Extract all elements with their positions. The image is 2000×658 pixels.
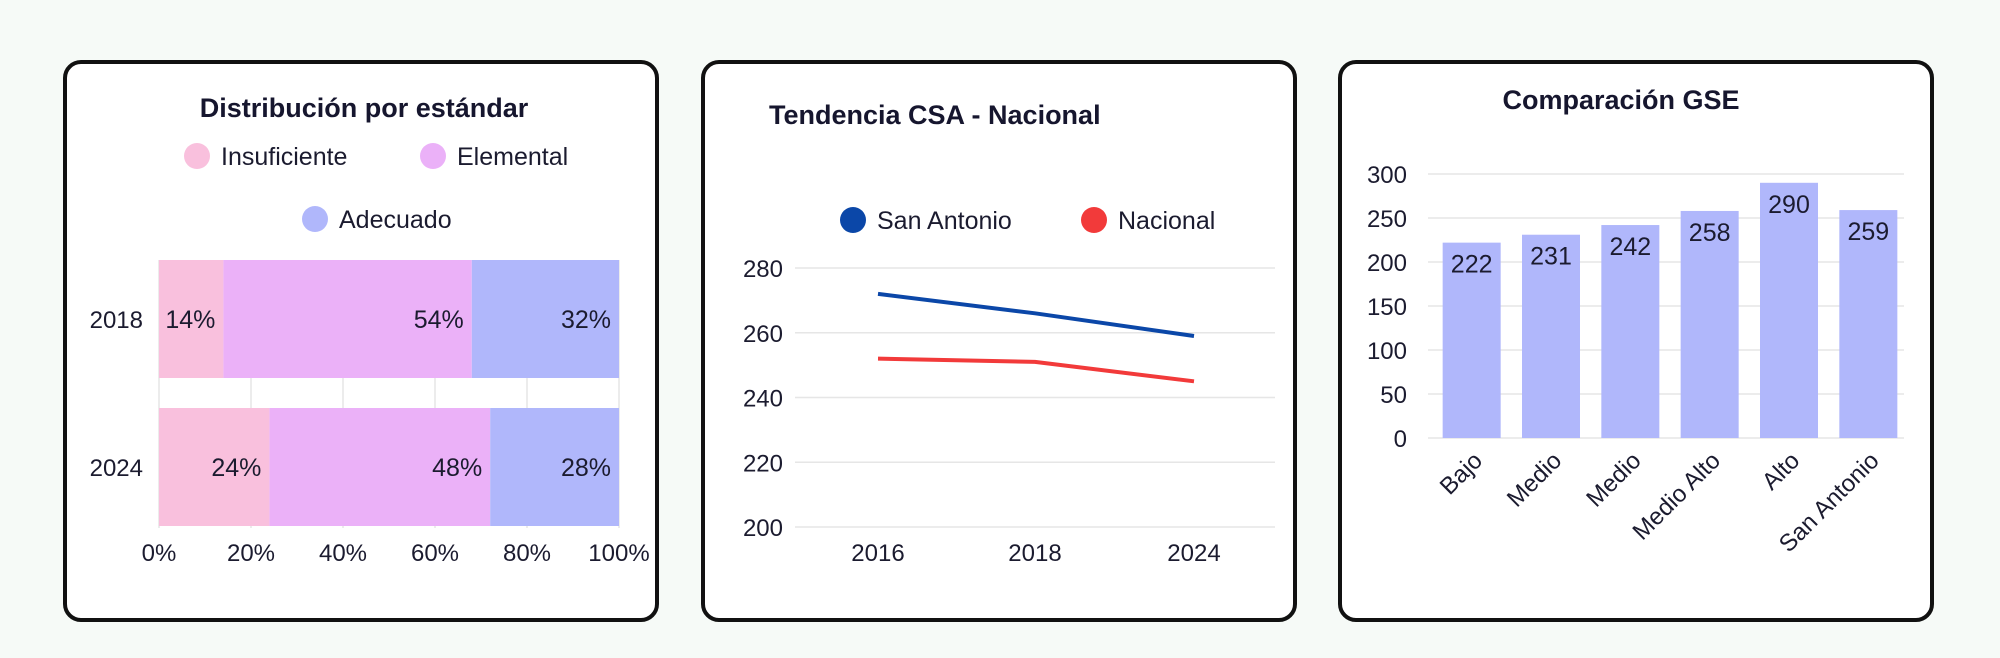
data-label: 259 <box>1847 218 1889 246</box>
legend-marker-adecuado <box>302 206 328 232</box>
y-tick-label: 250 <box>1367 206 1407 233</box>
legend-label-nacional: Nacional <box>1118 207 1215 235</box>
x-tick-label: Medio Alto <box>1628 447 1726 545</box>
legend-label-elemental: Elemental <box>457 143 568 171</box>
x-tick-label: 60% <box>411 540 459 567</box>
data-label: 48% <box>432 454 482 482</box>
y-tick-label: 260 <box>743 321 783 348</box>
bar-adecuado-2024 <box>490 408 619 526</box>
y-tick-label: 100 <box>1367 338 1407 365</box>
bar-medio <box>1522 234 1580 438</box>
bar-san-antonio <box>1839 210 1898 438</box>
y-tick-label: 50 <box>1380 382 1407 409</box>
chart-title: Tendencia CSA - Nacional <box>769 100 1101 130</box>
chart-card-distribution: Distribución por estándar Insuficiente El… <box>63 60 659 622</box>
data-label: 54% <box>414 306 464 334</box>
x-tick-label: 40% <box>319 540 367 567</box>
y-tick-label: 200 <box>743 515 783 542</box>
y-tick-label: 150 <box>1367 294 1407 321</box>
legend-marker-nacional <box>1081 207 1107 233</box>
gse-chart: Comparación GSE 0 50 100 150 200 250 300 222 Baj… <box>1367 85 1904 558</box>
data-label: 28% <box>561 454 611 482</box>
legend-label-san-antonio: San Antonio <box>877 207 1012 235</box>
distribution-chart: Distribución por estándar Insuficiente El… <box>90 93 650 567</box>
x-tick-label: 80% <box>503 540 551 567</box>
bar-medio-alto <box>1680 210 1739 438</box>
bar-insuficiente-2018 <box>159 260 224 378</box>
x-tick-label: Medio <box>1581 447 1646 512</box>
x-tick-label: 2018 <box>1008 540 1061 567</box>
x-tick-label: 20% <box>227 540 275 567</box>
trend-plot: San Antonio Nacional 200 220 240 260 280 2016 20… <box>743 207 1275 567</box>
y-tick-label: 2018 <box>90 307 143 334</box>
bar-medio <box>1601 225 1660 438</box>
series-line-nacional <box>877 356 1195 384</box>
chart-card-gse: Comparación GSE 0 50 100 150 200 250 300 222 Baj… <box>1338 60 1934 622</box>
x-tick-label: 100% <box>588 540 649 567</box>
bar-elemental-2024 <box>269 408 491 526</box>
x-tick-label: 0% <box>142 540 177 567</box>
bar-bajo <box>1442 242 1501 438</box>
bar-adecuado-2018 <box>471 260 619 378</box>
y-tick-label: 0 <box>1394 426 1407 453</box>
data-label: 32% <box>561 306 611 334</box>
data-label: 290 <box>1768 191 1810 219</box>
trend-chart: Tendencia CSA - Nacional San Antonio Naci… <box>743 100 1275 567</box>
legend-marker-san-antonio <box>840 207 866 233</box>
data-label: 258 <box>1689 219 1731 247</box>
x-tick-label: 2016 <box>851 540 904 567</box>
data-label: 24% <box>211 454 261 482</box>
y-tick-label: 280 <box>743 256 783 283</box>
x-tick-label: Medio <box>1502 447 1567 512</box>
data-label: 231 <box>1530 243 1572 271</box>
y-tick-label: 2024 <box>90 455 143 482</box>
x-tick-label: Alto <box>1757 447 1805 495</box>
x-tick-label: 2024 <box>1167 540 1220 567</box>
bar-insuficiente-2024 <box>159 408 270 526</box>
legend-marker-elemental <box>420 143 446 169</box>
chart-title: Comparación GSE <box>1502 85 1739 115</box>
x-tick-label: Bajo <box>1435 447 1488 500</box>
bar-elemental-2018 <box>223 260 472 378</box>
data-label: 222 <box>1451 251 1493 279</box>
chart-title: Distribución por estándar <box>200 93 529 123</box>
y-tick-label: 200 <box>1367 250 1407 277</box>
bar-alto <box>1760 182 1818 438</box>
distribution-plot: Insuficiente Elemental Adecuado 0% 20% 40% 60%… <box>90 143 650 567</box>
series-line-san-antonio <box>877 291 1195 338</box>
legend-label-adecuado: Adecuado <box>339 206 452 234</box>
legend-label-insuficiente: Insuficiente <box>221 143 347 171</box>
data-label: 242 <box>1609 233 1651 261</box>
chart-card-trend: Tendencia CSA - Nacional San Antonio Naci… <box>701 60 1297 622</box>
y-tick-label: 240 <box>743 386 783 413</box>
legend-marker-insuficiente <box>184 143 210 169</box>
data-label: 14% <box>165 306 215 334</box>
gse-plot: 0 50 100 150 200 250 300 222 Bajo 231 Medio 242 Medi… <box>1367 162 1904 558</box>
y-tick-label: 220 <box>743 450 783 477</box>
y-tick-label: 300 <box>1367 162 1407 189</box>
